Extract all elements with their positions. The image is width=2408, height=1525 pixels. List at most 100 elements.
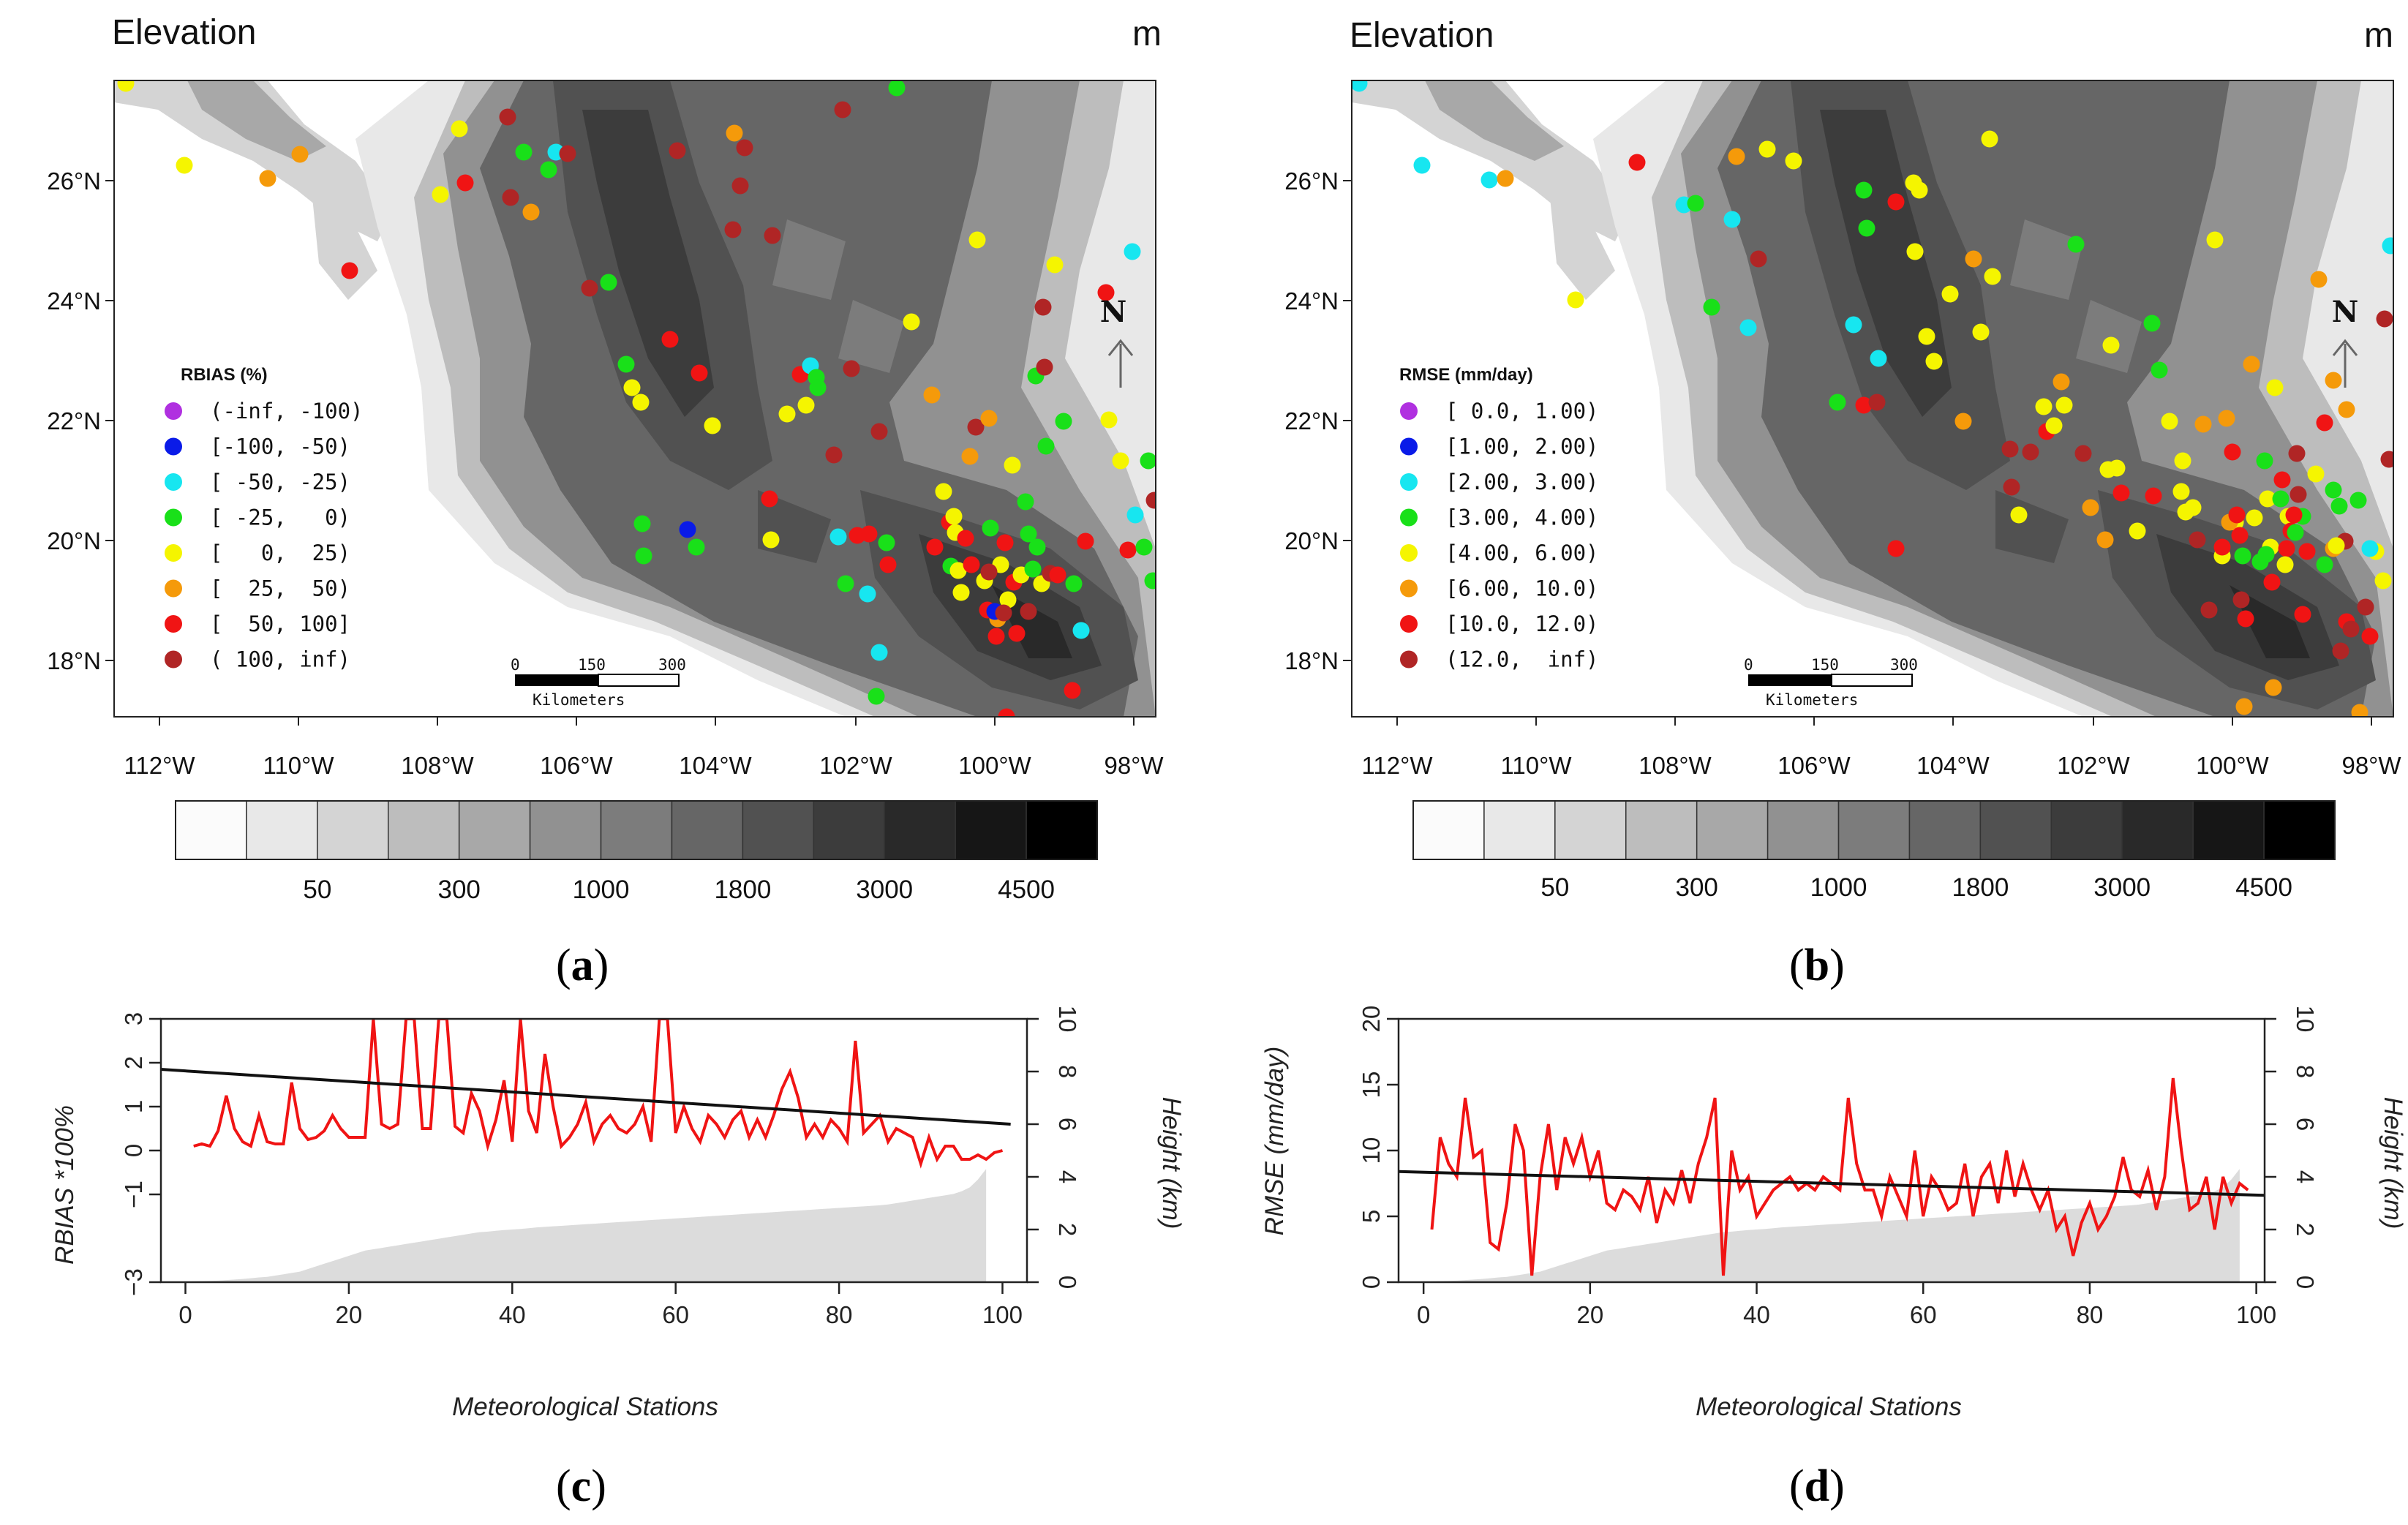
station-dot-a-93 [1046,256,1064,274]
station-dot-a-104 [1124,243,1141,260]
scale-label-0: 0 [511,656,520,674]
station-dot-a-29 [731,177,749,195]
colorbar-label-b-1: 300 [1675,873,1717,902]
panel-c-xlabel: Meteorological Stations [452,1393,718,1421]
colorbar-swatch-a-11 [955,800,1027,860]
panel-c-ylabel-right: Height (km) [1157,1097,1186,1230]
legend-label-b-1: [1.00, 2.00) [1445,434,1599,459]
panel-b-colorbar: 50 300 1000 1800 3000 4500 [1412,800,2336,902]
chart-0-series-line [193,1019,1004,1169]
station-dot-b-98 [2376,310,2393,328]
colorbar-label-a-3: 1800 [714,876,771,904]
legend-label-a-4: [ 0, 25) [210,541,350,565]
station-dot-b-87 [2316,556,2333,573]
station-dot-a-114 [980,563,998,581]
panel-a-stations [117,80,1156,717]
station-dot-b-83 [2288,445,2306,462]
station-dot-b-30 [1954,413,1972,430]
caption-a: (a) [556,941,609,990]
panel-a-lat-ticks: 26°N 24°N 22°N 20°N 18°N [47,167,114,674]
legend-swatch-a-3 [165,508,182,527]
station-dot-b-8 [1703,298,1720,316]
station-dot-a-22 [661,331,679,348]
station-dot-b-34 [1984,268,2001,285]
station-dot-a-14 [559,145,576,162]
legend-label-a-0: (-inf, -100) [210,399,364,423]
station-dot-b-116 [2325,372,2342,389]
station-dot-b-99 [2380,451,2393,468]
chart-0-ytick-5: 3 [120,1012,147,1025]
station-dot-a-90 [1036,358,1053,376]
panel-a-frame [113,80,1156,718]
station-dot-a-100 [1097,284,1115,301]
caption-b: (b) [1789,941,1845,990]
chart-1-height-area [1423,1169,2240,1282]
station-dot-a-2 [259,170,276,187]
station-dot-a-103 [1119,541,1137,559]
station-dot-a-89 [1034,298,1052,316]
station-dot-b-19 [1855,396,1873,414]
legend-label-b-0: [ 0.0, 1.00) [1445,399,1599,423]
chart-0-ytick-4: 2 [120,1056,147,1069]
station-dot-b-12 [1750,250,1767,268]
station-dot-b-60 [2184,499,2202,516]
colorbar-label-b-4: 3000 [2093,873,2151,902]
panel-b-map: Elevation m 112°W 110°W 108°W 106°W 104°W 102… [1284,16,2401,902]
chart-1-ytick-2: 10 [1358,1137,1385,1164]
station-dot-b-93 [2349,492,2367,509]
station-dot-b-105 [2235,698,2253,715]
lon-tick-b-6: 100°W [2196,752,2269,779]
station-dot-a-97 [1065,575,1083,592]
station-dot-a-68 [967,418,985,436]
station-dot-a-45 [843,360,860,377]
station-dot-a-6 [451,120,468,138]
station-dot-a-43 [834,101,851,118]
station-dot-a-57 [926,538,944,556]
chart-0-xtick-2: 40 [499,1301,526,1328]
station-dot-a-26 [691,364,708,382]
colorbar-label-a-5: 4500 [998,876,1055,904]
lon-tick-b-0: 112°W [1362,752,1434,779]
panel-c-ylabel: RBIAS *100% [50,1105,79,1265]
station-dot-a-61 [945,508,963,525]
station-dot-b-104 [2234,547,2251,565]
panel-d-xlabel: Meteorological Stations [1696,1393,1962,1421]
station-dot-b-11 [1739,319,1757,336]
panel-b-north-arrow: N [2332,295,2358,388]
colorbar-swatch-b-8 [1979,800,2053,860]
station-dot-b-43 [2055,396,2073,414]
station-dot-b-61 [2189,531,2206,549]
station-dot-a-66 [961,448,979,465]
station-dot-b-115 [2316,414,2333,432]
panel-a-map: Elevation m 112°W 110°W 108°W 106°W 104°W 102… [47,13,1164,904]
chart-0-ytick-2: 0 [120,1144,147,1157]
station-dot-a-95 [1055,413,1072,430]
panel-b-unit: m [2364,16,2393,55]
station-dot-b-86 [2307,465,2325,483]
station-dot-a-58 [935,483,952,500]
station-dot-b-112 [2290,486,2307,503]
station-dot-a-24 [679,521,696,538]
station-dot-a-73 [987,628,1005,645]
station-dot-b-29 [1941,285,1959,303]
station-dot-a-91 [1037,437,1055,455]
caption-d: (d) [1789,1461,1845,1511]
station-dot-b-120 [2342,620,2360,638]
station-dot-b-4 [1567,291,1584,309]
station-dot-b-23 [1887,193,1905,211]
legend-swatch-b-0 [1400,402,1418,420]
station-dot-a-21 [635,547,652,565]
chart-1-ytick-right-3: 6 [2292,1118,2319,1131]
station-dot-a-113 [998,708,1015,717]
station-dot-b-13 [1758,140,1776,158]
station-dot-b-73 [2259,490,2276,508]
chart-0-xtick-1: 20 [336,1301,363,1328]
station-dot-b-32 [1972,323,1990,341]
station-dot-b-89 [2325,481,2342,499]
station-dot-a-54 [888,80,906,97]
legend-swatch-a-4 [165,544,182,562]
station-dot-b-3 [1497,170,1514,187]
station-dot-a-8 [499,108,516,126]
lon-tick-a-3: 106°W [540,752,613,779]
